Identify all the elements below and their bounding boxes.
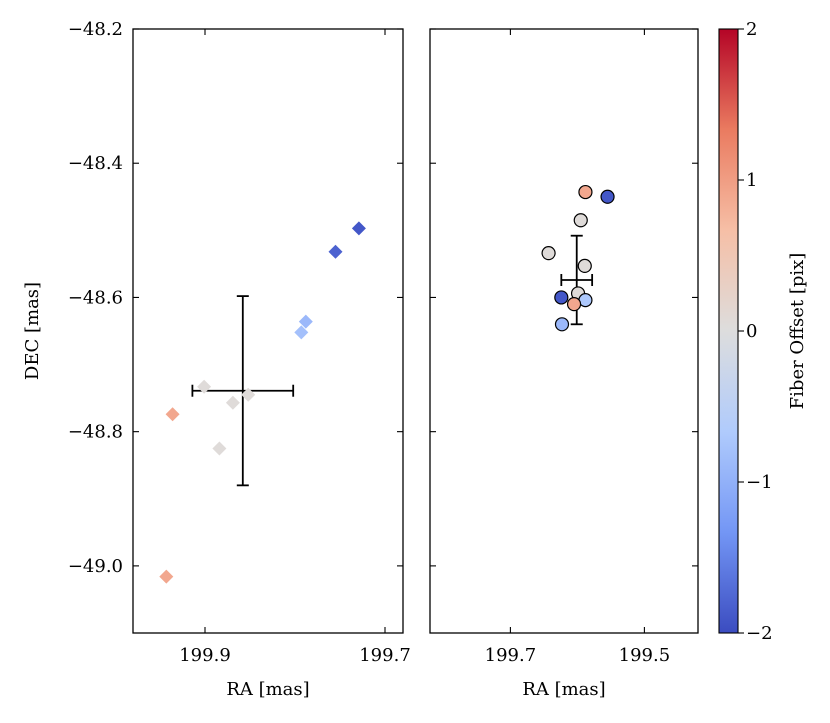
data-point-circle xyxy=(578,184,593,200)
data-point-circle xyxy=(577,258,592,274)
panel-2-x-axis-label: RA [mas] xyxy=(522,679,605,700)
data-point-diamond xyxy=(212,441,227,456)
data-point-diamond xyxy=(225,395,240,410)
data-point-diamond xyxy=(298,314,313,329)
y-axis-label: DEC [mas] xyxy=(22,282,43,380)
y-tick-label: −48.2 xyxy=(68,19,123,40)
colorbar xyxy=(718,28,739,634)
colorbar-tick-label: 1 xyxy=(746,170,757,191)
data-point-circle xyxy=(600,189,615,204)
error-bar xyxy=(191,295,295,487)
colorbar-tick-label: 0 xyxy=(746,321,757,342)
x-tick-label: 199.7 xyxy=(359,645,411,666)
colorbar-tick-label: 2 xyxy=(746,19,757,40)
y-tick-label: −49.0 xyxy=(68,556,123,577)
error-bar xyxy=(560,234,594,326)
data-point-diamond xyxy=(328,244,343,259)
y-tick-label: −48.4 xyxy=(68,153,123,174)
x-tick-label: 199.9 xyxy=(179,645,231,666)
data-point-diamond xyxy=(351,221,366,236)
colorbar-label: Fiber Offset [pix] xyxy=(787,253,808,410)
panel-2-frame xyxy=(429,28,699,634)
data-point-diamond xyxy=(241,387,256,402)
colorbar-tick-label: −2 xyxy=(746,623,773,644)
x-tick-label: 199.7 xyxy=(485,645,537,666)
data-point-circle xyxy=(554,317,570,332)
y-tick-label: −48.6 xyxy=(68,287,123,308)
data-point-diamond xyxy=(197,379,212,394)
data-point-diamond xyxy=(294,325,309,340)
data-point-circle xyxy=(554,290,569,305)
x-tick-label: 199.5 xyxy=(619,645,671,666)
panel-1-frame xyxy=(132,28,404,634)
data-point-diamond xyxy=(165,407,180,422)
panel-1-x-axis-label: RA [mas] xyxy=(226,679,309,700)
data-point-circle xyxy=(541,246,556,261)
data-point-circle xyxy=(566,297,582,312)
data-point-diamond xyxy=(159,569,174,584)
data-point-circle xyxy=(573,213,588,228)
y-tick-label: −48.8 xyxy=(68,422,123,443)
colorbar-tick-label: −1 xyxy=(746,472,773,493)
